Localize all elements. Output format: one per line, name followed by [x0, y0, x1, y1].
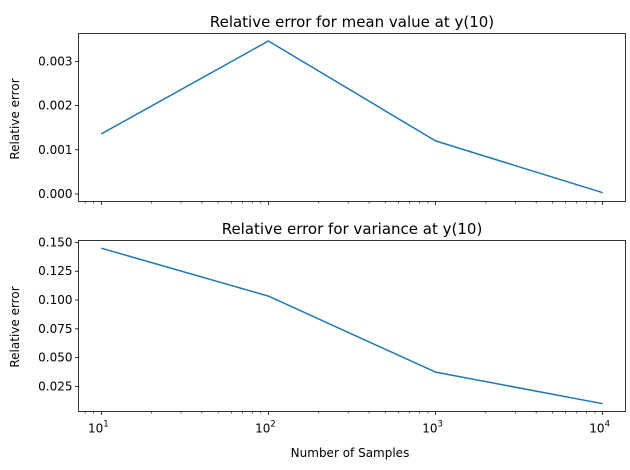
mean-error-marks — [100, 40, 603, 194]
variance-error-marks — [101, 247, 603, 405]
y-tick-label: 0.100 — [38, 293, 72, 307]
y-tick-label: 0.025 — [38, 379, 72, 393]
y-tick-label: 0.001 — [38, 143, 72, 157]
mean-error-ylabel: Relative error — [8, 78, 22, 159]
variance-error-panel: Relative error for variance at y(10) Rel… — [8, 220, 626, 460]
series-line — [101, 247, 603, 405]
variance-error-title: Relative error for variance at y(10) — [222, 220, 483, 238]
x-tick-label: 101 — [88, 420, 109, 436]
y-tick-label: 0.000 — [38, 187, 72, 201]
x-axis-label: Number of Samples — [291, 446, 410, 460]
variance-error-ticks: 0.025 0.050 0.075 0.100 0.125 0.150 101 102 103 1… — [38, 235, 610, 435]
x-tick-label: 104 — [589, 420, 610, 436]
mean-error-ticks: 0.000 0.001 0.002 0.003 — [38, 54, 604, 205]
mean-error-panel: Relative error for mean value at y(10) R… — [8, 13, 626, 205]
y-tick-label: 0.150 — [38, 235, 72, 249]
variance-error-ylabel: Relative error — [8, 286, 22, 367]
mean-error-plot-area — [78, 33, 626, 202]
y-tick-label: 0.050 — [38, 351, 72, 365]
y-tick-label: 0.002 — [38, 99, 72, 113]
variance-error-plot-area — [78, 240, 626, 412]
y-tick-label: 0.075 — [38, 322, 72, 336]
series-line — [100, 40, 603, 194]
x-tick-label: 103 — [422, 420, 443, 436]
x-tick-label: 102 — [255, 420, 276, 436]
y-tick-label: 0.003 — [38, 54, 72, 68]
mean-error-title: Relative error for mean value at y(10) — [210, 13, 494, 31]
y-tick-label: 0.125 — [38, 264, 72, 278]
